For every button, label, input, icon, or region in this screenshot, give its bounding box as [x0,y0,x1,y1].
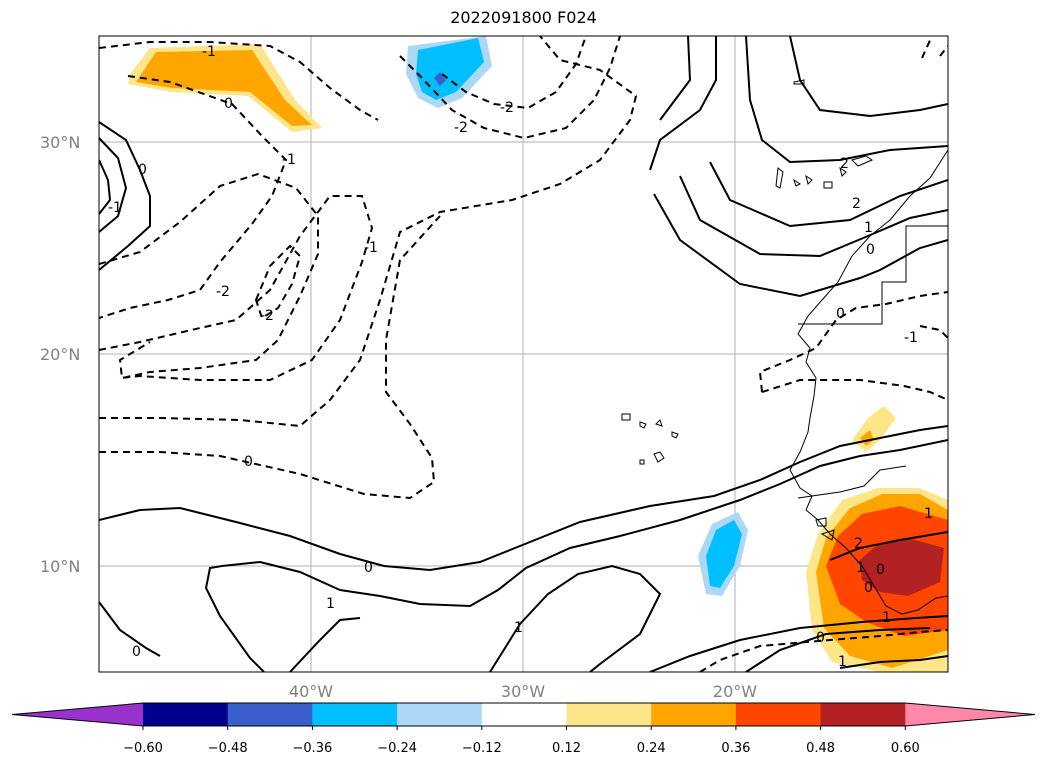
colorbar-segment [312,703,398,726]
colorbar-segment [651,703,737,726]
colorbar-tick-label: 0.36 [721,741,750,756]
colorbar-tick-label: −0.24 [377,741,417,756]
coastlines [621,79,948,615]
contour-label: -2 [454,120,468,136]
contour-label: 1 [882,610,891,626]
contour-label: 0 [224,96,233,112]
negative-anomaly-north-peak [434,72,446,86]
contour-label: 2 [852,196,861,212]
lat-label-30n: 30°N [40,133,80,152]
longitude-labels: 40°W 30°W 20°W [289,682,757,701]
chart-title: 2022091800 F024 [450,8,597,27]
africa-coastline [789,149,948,615]
plot-frame [98,35,949,673]
colorbar-segment [566,703,652,726]
lat-label-20n: 20°N [40,345,80,364]
border-line-1 [798,225,948,325]
lon-label-40w: 40°W [289,682,333,701]
contour-label: 1 [838,654,847,670]
lon-label-30w: 30°W [501,682,545,701]
colorbar-tick-label: 0.48 [806,741,835,756]
positive-anomaly-se-peak [860,538,944,596]
colorbar [11,702,1036,727]
gridlines [99,36,948,672]
contour-label: -2 [216,284,230,300]
contour-label: 1 [864,220,873,236]
contour-label: 0 [836,306,845,322]
positive-anomaly-nw-core [136,50,312,126]
map-plot-area [99,36,948,672]
colorbar-segment [227,703,313,726]
colorbar-segment [735,703,822,726]
colorbar-tick-label: 0.12 [552,741,581,756]
contour-label: 0 [138,162,147,178]
contour-label: 0 [244,454,253,470]
contour-label: -2 [500,100,514,116]
lon-label-20w: 20°W [713,682,757,701]
contour-label: 0 [364,560,373,576]
contour-label: 0 [866,242,875,258]
colorbar-tick-label: −0.48 [208,741,248,756]
colorbar-extend-low [12,703,143,726]
lat-label-10n: 10°N [40,557,80,576]
border-line-2 [797,465,907,499]
contour-label: 0 [816,630,825,646]
colorbar-extend-high [905,703,1035,726]
contour-label: 1 [924,506,933,522]
contour-label: -1 [202,44,216,60]
colorbar-tick-label: 0.60 [891,741,920,756]
bissau-coast-islands [815,517,835,541]
contour-labels: -1 0 -2 -2 -1 0 -1 -2 -2 -1 0 0 1 1 0 -1… [108,44,933,670]
colorbar-segment [397,703,483,726]
negative-anomaly-north-core [416,38,484,100]
contour-label: -1 [108,200,122,216]
contour-label: -2 [260,308,274,324]
contour-label: 2 [854,536,863,552]
contour-label: -1 [364,240,378,256]
contour-label: 0 [876,562,885,578]
cape-verde-islands [621,413,679,465]
colorbar-tick-label: 0.24 [637,741,666,756]
latitude-labels: 30°N 20°N 10°N [40,133,80,576]
canary-islands [775,155,874,189]
colorbar-tick-label: −0.12 [462,741,502,756]
contour-label: 2 [840,156,849,172]
contour-label: 0 [132,644,141,660]
negative-anomaly-south-core [706,520,742,588]
contour-label: 0 [864,580,873,596]
positive-contours [99,36,948,672]
colorbar-tick-labels: −0.60 −0.48 −0.36 −0.24 −0.12 0.12 0.24 0.36 0.4… [123,726,920,756]
colorbar-tick-label: −0.36 [292,741,332,756]
contour-label: -1 [282,152,296,168]
contour-label: 1 [514,620,523,636]
colorbar-tick-label: −0.60 [123,741,163,756]
colorbar-segment [820,703,906,726]
contour-label: -1 [904,330,918,346]
colorbar-segment [481,703,567,726]
contour-label: 1 [856,560,865,576]
colorbar-segment [143,703,229,726]
filled-anomalies [128,36,948,672]
negative-contours [99,36,948,672]
contour-label: 1 [326,596,335,612]
